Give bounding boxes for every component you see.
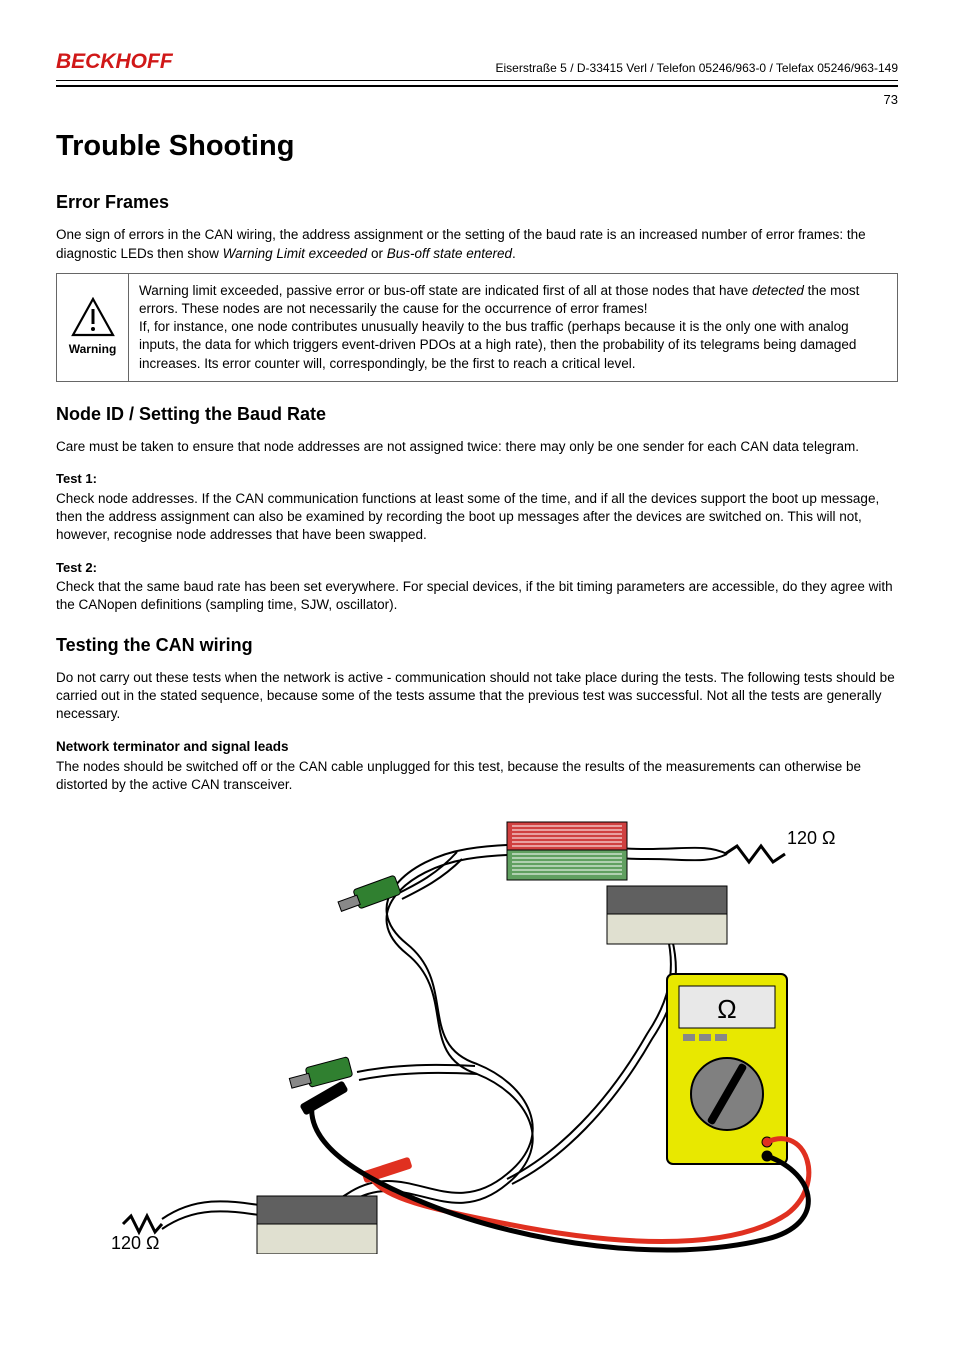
text: .: [512, 246, 516, 261]
meter-display-symbol: Ω: [717, 994, 736, 1024]
text: If, for instance, one node contributes u…: [139, 319, 856, 370]
section-heading-can-wiring: Testing the CAN wiring: [56, 633, 898, 657]
test2-body: Check that the same baud rate has been s…: [56, 578, 898, 614]
page-number: 73: [56, 91, 898, 109]
warning-box: Warning Warning limit exceeded, passive …: [56, 273, 898, 382]
text-em: Warning Limit exceeded: [223, 246, 368, 261]
header-address: Eiserstraße 5 / D-33415 Verl / Telefon 0…: [496, 60, 899, 76]
section-heading-node-id: Node ID / Setting the Baud Rate: [56, 402, 898, 426]
warning-text: Warning limit exceeded, passive error or…: [129, 274, 897, 381]
text-em: detected: [752, 283, 804, 298]
can-wiring-diagram: 120 Ω 120 Ω: [107, 804, 847, 1254]
device-bottom: [257, 1196, 377, 1254]
can-wiring-intro: Do not carry out these tests when the ne…: [56, 669, 898, 724]
text-em: Bus-off state entered: [387, 246, 512, 261]
test1-label: Test 1:: [56, 470, 898, 488]
page-header: BECKHOFF Eiserstraße 5 / D-33415 Verl / …: [56, 48, 898, 81]
section-heading-error-frames: Error Frames: [56, 190, 898, 214]
text: Warning limit exceeded, passive error or…: [139, 283, 752, 298]
test2-label: Test 2:: [56, 559, 898, 577]
error-frames-intro: One sign of errors in the CAN wiring, th…: [56, 226, 898, 262]
device-right: [607, 886, 727, 944]
terminator-top-label: 120 Ω: [787, 828, 836, 848]
brand-logo: BECKHOFF: [56, 48, 173, 76]
multimeter: Ω: [667, 974, 787, 1164]
terminator-bottom-label: 120 Ω: [111, 1233, 160, 1253]
page-title: Trouble Shooting: [56, 127, 898, 166]
network-terminator-label: Network terminator and signal leads: [56, 738, 898, 756]
node-id-intro: Care must be taken to ensure that node a…: [56, 438, 898, 456]
test1-body: Check node addresses. If the CAN communi…: [56, 490, 898, 545]
warning-triangle-icon: [71, 297, 115, 337]
warning-label: Warning: [69, 341, 117, 357]
connector-plug-top: [338, 875, 401, 911]
header-rule: [56, 85, 898, 87]
device-top: [507, 822, 627, 880]
network-terminator-body: The nodes should be switched off or the …: [56, 758, 898, 794]
warning-icon-cell: Warning: [57, 274, 129, 381]
text: or: [367, 246, 387, 261]
